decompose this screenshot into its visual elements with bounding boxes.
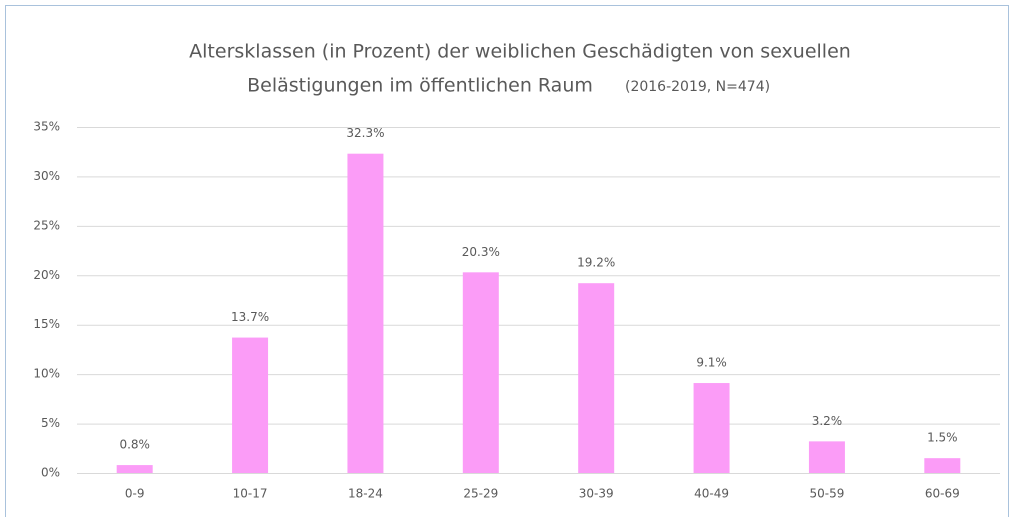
data-label: 13.7% [231, 310, 269, 324]
x-tick-label: 30-39 [579, 487, 614, 501]
x-tick-label: 40-49 [694, 487, 729, 501]
x-tick-label: 50-59 [810, 487, 845, 501]
y-tick-label: 15% [33, 317, 60, 331]
data-label: 32.3% [346, 126, 384, 140]
data-label: 19.2% [577, 256, 615, 270]
y-tick-label: 30% [33, 169, 60, 183]
chart-title: Altersklassen (in Prozent) der weibliche… [189, 41, 851, 63]
x-tick-label: 18-24 [348, 487, 383, 501]
bar [924, 458, 961, 473]
data-label: 1.5% [927, 431, 958, 445]
y-tick-label: 0% [41, 466, 60, 480]
y-tick-label: 10% [33, 367, 60, 381]
y-tick-label: 5% [41, 416, 60, 430]
x-tick-label: 60-69 [925, 487, 960, 501]
bar [578, 283, 615, 473]
bar [462, 272, 499, 473]
data-label: 9.1% [696, 356, 727, 370]
x-tick-label: 10-17 [233, 487, 268, 501]
bar [232, 337, 269, 473]
y-tick-label: 20% [33, 268, 60, 282]
chart-title: Belästigungen im öffentlichen Raum [247, 75, 593, 97]
data-label: 20.3% [462, 245, 500, 259]
chart-border [5, 5, 1009, 517]
x-tick-label: 0-9 [125, 487, 145, 501]
chart-subtitle: (2016-2019, N=474) [625, 79, 770, 95]
x-tick-label: 25-29 [463, 487, 498, 501]
bar [116, 465, 153, 473]
y-tick-label: 25% [33, 218, 60, 232]
data-label: 0.8% [119, 438, 150, 452]
bar [808, 441, 845, 473]
y-tick-label: 35% [33, 120, 60, 134]
bar [347, 153, 384, 474]
data-label: 3.2% [812, 414, 843, 428]
bar [693, 383, 730, 473]
